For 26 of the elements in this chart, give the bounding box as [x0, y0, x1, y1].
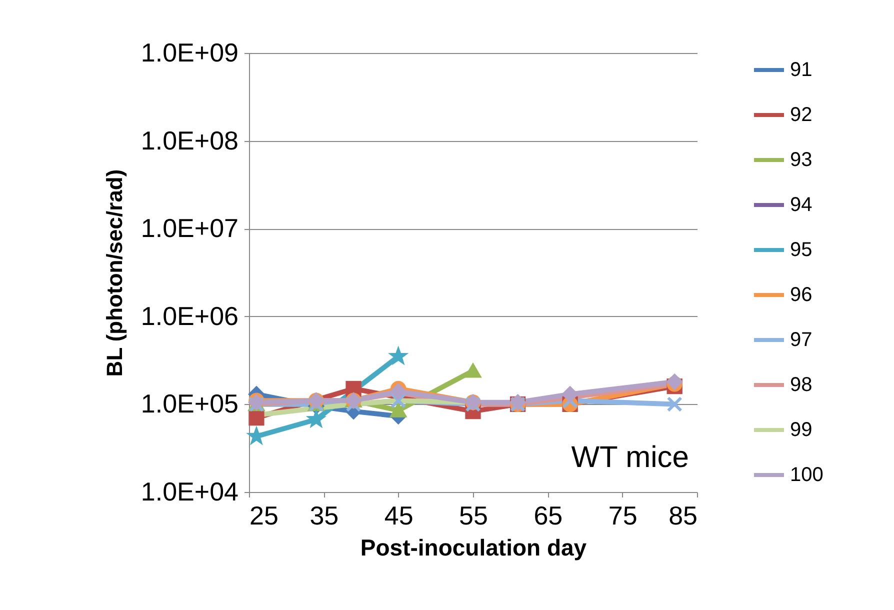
annotation: WT mice	[571, 441, 689, 474]
y-tick-label: 1.0E+06	[140, 300, 238, 331]
y-axis-title: BL (photon/sec/rad)	[102, 169, 127, 377]
x-tick-label: 85	[668, 500, 698, 530]
y-tick-label: 1.0E+09	[140, 38, 238, 68]
x-tick-label: 25	[250, 500, 278, 530]
x-tick-label: 55	[459, 500, 488, 530]
legend-label: 98	[790, 374, 812, 396]
legend-label: 97	[790, 329, 812, 351]
x-tick-label: 75	[608, 500, 638, 530]
y-tick-label: 1.0E+08	[140, 125, 238, 156]
legend-label: 95	[790, 239, 812, 261]
x-tick-label: 35	[310, 500, 339, 530]
legend-label: 92	[790, 104, 812, 126]
x-axis-title: Post-inoculation day	[360, 534, 587, 560]
legend-label: 100	[790, 464, 824, 486]
x-tick-label: 45	[384, 500, 414, 530]
legend-label: 96	[790, 284, 812, 306]
legend-label: 91	[790, 59, 812, 81]
legend-label: 93	[790, 149, 812, 171]
y-tick-label: 1.0E+04	[140, 476, 238, 506]
legend-label: 99	[790, 419, 812, 441]
x-tick-label: 65	[534, 500, 563, 530]
legend-label: 94	[790, 194, 812, 216]
y-tick-label: 1.0E+07	[140, 213, 238, 244]
y-tick-label: 1.0E+05	[140, 388, 238, 419]
